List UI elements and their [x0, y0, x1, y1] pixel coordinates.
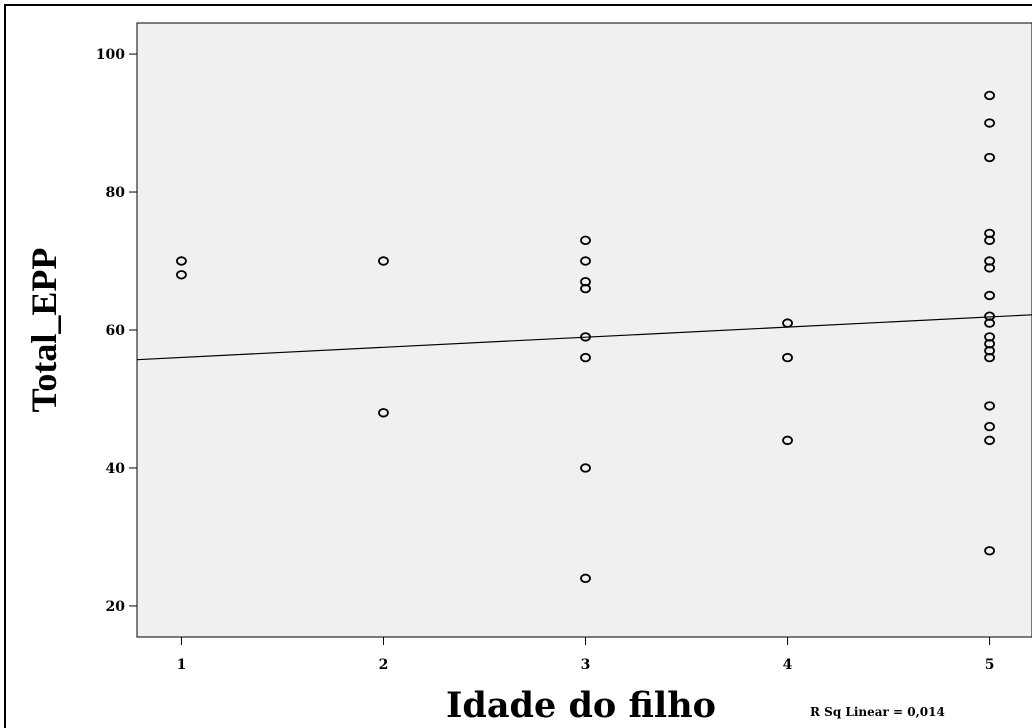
data-point	[580, 256, 591, 266]
data-point	[580, 463, 591, 473]
plot-area	[136, 22, 1032, 638]
data-point	[580, 352, 591, 363]
x-tick-label: 4	[783, 657, 793, 673]
fit-line-group	[136, 314, 1032, 361]
x-axis-title: Idade do filho	[446, 685, 716, 726]
data-points	[176, 90, 995, 584]
data-point	[580, 573, 591, 584]
data-point	[378, 408, 389, 418]
data-point	[378, 256, 389, 266]
y-tick-label: 40	[106, 461, 126, 477]
data-point	[782, 318, 793, 328]
data-point	[782, 435, 793, 446]
y-tick-label: 60	[106, 323, 126, 339]
data-point	[984, 401, 995, 411]
data-point	[984, 118, 995, 128]
fit-line	[136, 314, 1032, 361]
data-point	[984, 290, 995, 301]
data-point	[580, 283, 591, 294]
y-axis-ticks: 20 40 60 80 100	[96, 47, 137, 615]
data-point	[580, 332, 591, 342]
data-point	[984, 152, 995, 163]
data-point	[984, 435, 995, 446]
x-tick-label: 1	[177, 657, 187, 673]
data-point	[176, 270, 187, 280]
data-point	[984, 318, 995, 328]
data-point	[176, 256, 187, 266]
x-axis-ticks: 1 2 3 4 5	[177, 637, 995, 673]
y-tick-label: 100	[96, 47, 125, 63]
data-point	[580, 235, 591, 246]
y-tick-label: 80	[106, 185, 126, 201]
data-point	[984, 90, 995, 101]
data-point	[782, 352, 793, 363]
y-tick-label: 20	[106, 599, 126, 615]
y-axis-title: Total_EPP	[24, 248, 64, 413]
data-point	[984, 421, 995, 432]
x-tick-label: 5	[985, 657, 995, 673]
data-point	[984, 235, 995, 246]
x-tick-label: 3	[581, 657, 591, 673]
data-point	[984, 263, 995, 273]
x-tick-label: 2	[379, 657, 389, 673]
data-point	[984, 546, 995, 556]
r-squared-annotation: R Sq Linear = 0,014	[810, 705, 945, 719]
data-point	[984, 352, 995, 363]
